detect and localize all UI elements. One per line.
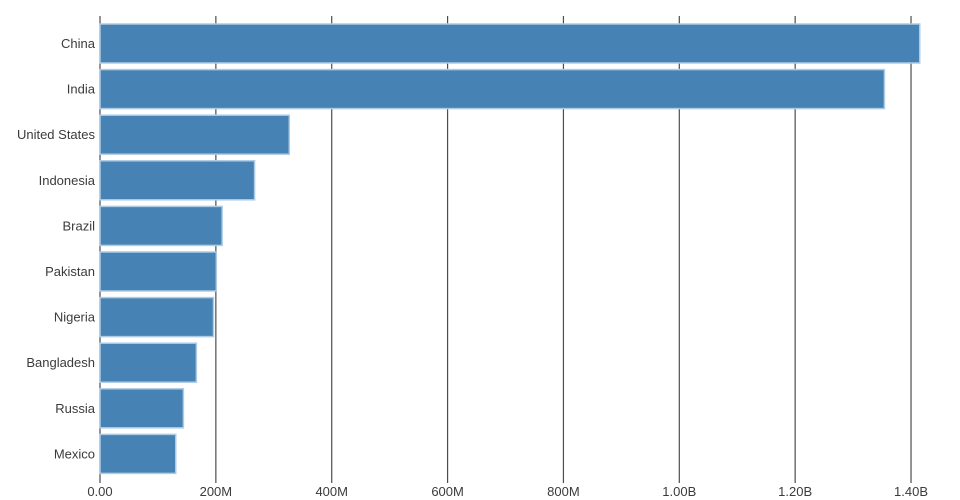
x-tick-label: 0.00 (87, 484, 112, 499)
x-axis-labels: 0.00 200M 400M 600M 800M 1.00B 1.20B 1.40B (87, 484, 928, 499)
category-label-brazil: Brazil (62, 218, 95, 233)
x-tick-label: 800M (547, 484, 580, 499)
x-tick-label: 1.20B (778, 484, 812, 499)
bar-china (99, 23, 921, 64)
x-tick-label: 400M (315, 484, 348, 499)
bar-mexico (99, 433, 177, 475)
bar-russia (99, 388, 185, 429)
category-label-pakistan: Pakistan (45, 264, 95, 279)
category-label-china: China (61, 36, 96, 51)
category-label-bangladesh: Bangladesh (26, 355, 95, 370)
category-label-russia: Russia (55, 401, 96, 416)
category-label-united-states: United States (17, 127, 96, 142)
category-label-indonesia: Indonesia (39, 173, 96, 188)
bar-bangladesh (99, 342, 198, 383)
bars (99, 23, 921, 475)
bar-indonesia (99, 160, 256, 201)
category-label-india: India (67, 82, 96, 97)
x-tick-label: 1.40B (894, 484, 928, 499)
bar-united-states (99, 114, 291, 155)
bar-nigeria (99, 296, 215, 338)
bar-india (99, 68, 886, 110)
bar-pakistan (99, 251, 218, 292)
x-tick-label: 1.00B (662, 484, 696, 499)
x-tick-label: 200M (200, 484, 233, 499)
category-label-mexico: Mexico (54, 446, 95, 461)
x-tick-label: 600M (431, 484, 464, 499)
category-label-nigeria: Nigeria (54, 310, 96, 325)
bar-brazil (99, 205, 223, 247)
y-axis-labels: China India United States Indonesia Brazil Pa… (17, 36, 96, 461)
